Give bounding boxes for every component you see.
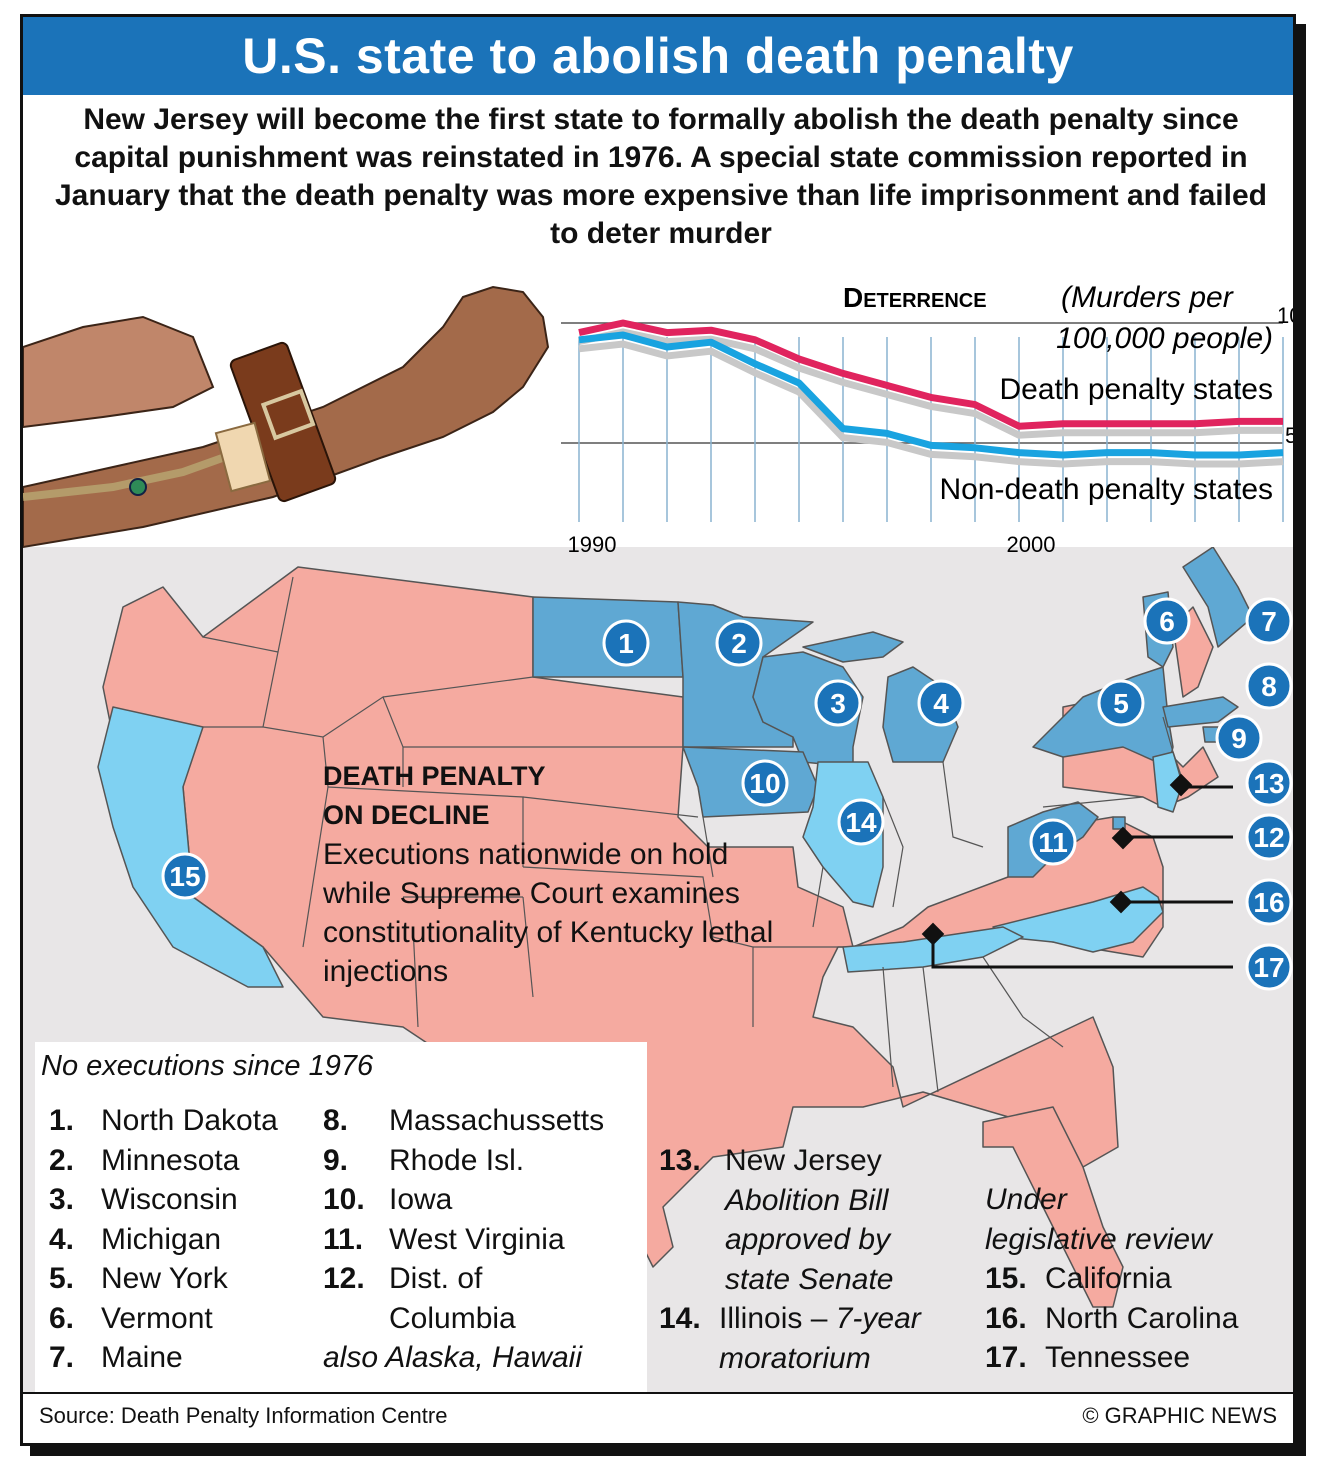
chart-title-caps: Deterrence bbox=[843, 282, 987, 313]
legend-list-col2: 8. Massachussetts 9. Rhode Isl. 10. Iowa 11… bbox=[323, 1101, 604, 1378]
map-badge-8: 8 bbox=[1245, 662, 1293, 710]
map-state-new-jersey bbox=[1152, 751, 1184, 813]
page-title: U.S. state to abolish death penalty bbox=[23, 17, 1293, 95]
map-badge-15: 15 bbox=[161, 852, 209, 900]
map-badge-10: 10 bbox=[741, 759, 789, 807]
map-state-michigan bbox=[802, 631, 959, 763]
map-badge-2: 2 bbox=[715, 619, 763, 667]
map-badge-11: 11 bbox=[1029, 818, 1077, 866]
series-line-non bbox=[578, 331, 1284, 459]
legend-item: Columbia bbox=[389, 1301, 516, 1335]
legend-also: also Alaska, Hawaii bbox=[323, 1341, 582, 1374]
svg-text:8: 8 bbox=[1261, 671, 1277, 702]
legend-item: 16. North Carolina bbox=[985, 1301, 1239, 1335]
series-shadow-death bbox=[578, 328, 1283, 439]
map-badge-9: 9 bbox=[1215, 714, 1263, 762]
ytick-10: 10 bbox=[1277, 303, 1296, 328]
ytick-5: 5 bbox=[1285, 423, 1296, 448]
chart-title-rest: (Murders per bbox=[1061, 281, 1234, 314]
map-region-death-penalty bbox=[102, 566, 1164, 1268]
legend-list-col1: 1. North Dakota 2. Minnesota 3. Wisconsin 4… bbox=[49, 1101, 278, 1378]
map-badge-13: 13 bbox=[1245, 759, 1293, 807]
series-line-death bbox=[578, 319, 1283, 430]
map-badge-4: 4 bbox=[917, 679, 965, 727]
svg-text:12: 12 bbox=[1253, 822, 1284, 853]
legend-panel bbox=[35, 1042, 647, 1392]
arm-illustration bbox=[23, 285, 550, 549]
xtick-1990: 1990 bbox=[568, 532, 617, 557]
map-badge-3: 3 bbox=[814, 679, 862, 727]
legend-item: 6. Vermont bbox=[49, 1301, 213, 1335]
legend-item: 11. West Virginia bbox=[323, 1222, 565, 1256]
svg-text:10: 10 bbox=[749, 768, 780, 799]
map-badge-5: 5 bbox=[1097, 679, 1145, 727]
intro-text: New Jersey will become the first state t… bbox=[55, 103, 1267, 250]
chart-title-rest2: 100,000 people) bbox=[1056, 322, 1273, 355]
svg-text:4: 4 bbox=[933, 688, 949, 719]
map-badge-1: 1 bbox=[602, 619, 650, 667]
map-state-massachusetts bbox=[1162, 696, 1239, 728]
legend-item: 2. Minnesota bbox=[49, 1143, 240, 1177]
map-state-california bbox=[97, 706, 284, 988]
map-badge-6: 6 bbox=[1143, 597, 1191, 645]
svg-text:2: 2 bbox=[731, 628, 747, 659]
svg-text:9: 9 bbox=[1231, 723, 1247, 754]
legend-list-col3: 13. New Jersey Abolition Bill approved by… bbox=[659, 1141, 921, 1378]
deterrence-chart: Deterrence (Murders per 100,000 people) … bbox=[23, 281, 1296, 557]
xtick-2000: 2000 bbox=[1007, 532, 1056, 557]
svg-text:5: 5 bbox=[1113, 688, 1129, 719]
credit-text: © GRAPHIC NEWS bbox=[1082, 1403, 1277, 1428]
source-text: Source: Death Penalty Information Centre bbox=[39, 1403, 448, 1428]
legend-item: 17. Tennessee bbox=[985, 1341, 1191, 1374]
footer bbox=[23, 1392, 1293, 1443]
legend-item: 1. North Dakota bbox=[49, 1104, 278, 1137]
svg-text:6: 6 bbox=[1159, 606, 1175, 637]
legend-heading-no-executions: No executions since 1976 bbox=[41, 1050, 374, 1082]
legend-item-nj: 13. New Jersey bbox=[659, 1144, 882, 1177]
legend-review-heading: Under bbox=[985, 1183, 1067, 1216]
infographic-frame: U.S. state to abolish death penalty New … bbox=[20, 14, 1296, 1446]
svg-text:13: 13 bbox=[1253, 768, 1284, 799]
legend-list-col4: Under legislative review 15. California 1… bbox=[985, 1180, 1238, 1378]
legend-item: 12. Dist. of bbox=[323, 1262, 483, 1295]
svg-text:1: 1 bbox=[618, 628, 634, 659]
svg-text:14: 14 bbox=[845, 807, 877, 838]
svg-text:17: 17 bbox=[1253, 952, 1284, 983]
series-label-non: Non-death penalty states bbox=[939, 473, 1273, 506]
legend-item: 10. Iowa bbox=[323, 1183, 453, 1216]
legend-item: 4. Michigan bbox=[49, 1222, 222, 1256]
legend-item: 9. Rhode Isl. bbox=[323, 1143, 525, 1177]
svg-text:15: 15 bbox=[169, 861, 200, 892]
svg-text:16: 16 bbox=[1253, 887, 1284, 918]
map-badge-12: 12 bbox=[1245, 813, 1293, 861]
legend-item: 3. Wisconsin bbox=[49, 1183, 238, 1216]
legend-item: 5. New York bbox=[49, 1262, 228, 1295]
callout-title: DEATH PENALTY ON DECLINE bbox=[323, 761, 546, 830]
legend-item-il: 14. Illinois – 7-year bbox=[659, 1302, 921, 1335]
series-label-death: Death penalty states bbox=[999, 373, 1273, 406]
svg-text:7: 7 bbox=[1261, 606, 1277, 637]
callout-body: Executions nationwide on hold while Supr… bbox=[323, 838, 774, 988]
svg-text:11: 11 bbox=[1038, 827, 1068, 858]
map-badge-14: 14 bbox=[837, 798, 885, 846]
map-badge-7: 7 bbox=[1245, 597, 1293, 645]
series-shadow-non bbox=[578, 340, 1284, 468]
svg-text:3: 3 bbox=[830, 688, 846, 719]
map-badge-17: 17 bbox=[1245, 943, 1293, 991]
legend-item: 8. Massachussetts bbox=[323, 1104, 605, 1137]
legend-item: 7. Maine bbox=[49, 1341, 183, 1374]
legend-item: 15. California bbox=[985, 1262, 1172, 1295]
map-badge-16: 16 bbox=[1245, 878, 1293, 926]
